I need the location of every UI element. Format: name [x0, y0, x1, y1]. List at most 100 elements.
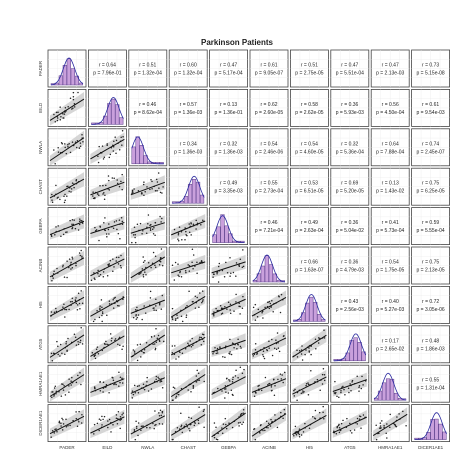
- scatter-point: [296, 399, 298, 401]
- scatter-point: [145, 274, 147, 276]
- correlation-p: p = 1.86e-03: [416, 346, 444, 352]
- scatter-point: [107, 420, 109, 422]
- scatter-point: [71, 226, 74, 229]
- scatter-point: [254, 438, 257, 441]
- scatter-point: [154, 266, 157, 268]
- scatter-point: [112, 227, 115, 229]
- panel-r5-c4: [168, 207, 208, 246]
- scatter-point: [323, 374, 326, 376]
- panel-r5-c9: r = 0.41 p = 5.73e-04: [370, 207, 410, 246]
- scatter-point: [65, 308, 68, 311]
- panel-r6-c10: r = 0.75 p = 2.13e-05: [411, 246, 451, 285]
- scatter-point: [268, 382, 271, 385]
- scatter-point: [224, 388, 226, 390]
- scatter-point: [69, 424, 71, 427]
- scatter-point: [80, 383, 82, 386]
- regression-line: [211, 298, 246, 315]
- regression-line: [170, 336, 206, 356]
- scatter-point: [77, 91, 79, 94]
- scatter-point: [241, 423, 243, 425]
- scatter-point: [114, 339, 116, 342]
- scatter-point: [53, 113, 55, 116]
- scatter-point: [240, 347, 242, 349]
- scatter-point: [280, 411, 282, 414]
- scatter-point: [321, 373, 324, 376]
- panel-r3-c10: r = 0.74 p = 2.45e-07: [411, 128, 451, 167]
- scatter-point: [79, 254, 82, 257]
- scatter-point: [69, 151, 72, 154]
- panel-r3-c8: r = 0.32 p = 5.36e-04: [330, 128, 370, 167]
- regression-line: [171, 261, 206, 274]
- density-curve: [91, 97, 124, 125]
- scatter-point: [173, 279, 176, 281]
- scatter-point: [221, 390, 223, 392]
- scatter-point: [150, 336, 153, 338]
- scatter-point: [222, 423, 225, 425]
- scatter-point: [238, 302, 240, 304]
- scatter-point: [108, 392, 110, 394]
- regression-line: [170, 374, 206, 398]
- regression-line: [90, 335, 125, 357]
- scatter-point: [97, 269, 99, 272]
- scatter-point: [396, 416, 398, 418]
- scatter-point: [102, 381, 105, 384]
- scatter-point: [173, 387, 176, 389]
- scatter-point: [202, 340, 205, 343]
- scatter-point: [180, 315, 183, 318]
- scatter-point: [54, 234, 56, 236]
- panel-r4-c10: r = 0.75 p = 6.25e-05: [411, 167, 451, 206]
- scatter-point: [239, 421, 241, 424]
- scatter-point: [256, 352, 259, 354]
- scatter-point: [119, 419, 121, 421]
- scatter-point: [102, 271, 105, 273]
- scatter-point: [349, 383, 351, 385]
- scatter-point: [201, 301, 203, 304]
- scatter-point: [71, 141, 74, 143]
- scatter-point: [192, 223, 195, 226]
- scatter-point: [297, 432, 300, 434]
- scatter-point: [177, 274, 179, 276]
- histogram-bar: [377, 390, 383, 401]
- confidence-band: [211, 406, 246, 442]
- scatter-point: [96, 309, 98, 312]
- correlation-p: p = 3.35e-03: [214, 189, 242, 195]
- scatter-point: [199, 336, 201, 339]
- scatter-point: [358, 418, 361, 420]
- scatter-point: [177, 240, 180, 242]
- scatter-point: [73, 333, 76, 336]
- scatter-point: [161, 264, 164, 267]
- histogram-bar: [103, 115, 108, 125]
- scatter-point: [323, 418, 325, 420]
- scatter-point: [142, 383, 145, 385]
- scatter-point: [338, 396, 340, 398]
- histogram-bar: [70, 68, 75, 86]
- confidence-band: [50, 172, 84, 203]
- confidence-band: [211, 292, 246, 320]
- scatter-point: [314, 338, 317, 341]
- scatter-point: [73, 106, 76, 108]
- panel-r9-c8: [330, 364, 370, 403]
- column-label-hmra1ae1: HMRA1AE1: [378, 445, 403, 450]
- scatter-point: [115, 139, 118, 142]
- scatter-point: [121, 173, 123, 176]
- scatter-point: [202, 410, 205, 412]
- scatter-point: [91, 351, 94, 354]
- scatter-point: [133, 226, 136, 229]
- panel-r3-c2: [88, 128, 127, 167]
- histogram-bar: [373, 397, 379, 401]
- panel-r9-c6: [249, 364, 289, 403]
- scatter-point: [305, 349, 307, 351]
- scatter-point: [111, 376, 113, 379]
- regression-line: [130, 334, 166, 358]
- scatter-point: [264, 376, 267, 379]
- scatter-point: [50, 352, 53, 355]
- scatter-point: [60, 116, 62, 118]
- scatter-point: [175, 317, 177, 320]
- scatter-point: [213, 311, 215, 313]
- correlation-p: p = 1.36e-03: [174, 110, 202, 116]
- regression-line: [49, 220, 85, 236]
- scatter-point: [159, 191, 162, 194]
- scatter-point: [156, 337, 159, 340]
- scatter-point: [109, 153, 112, 156]
- scatter-point: [69, 219, 71, 222]
